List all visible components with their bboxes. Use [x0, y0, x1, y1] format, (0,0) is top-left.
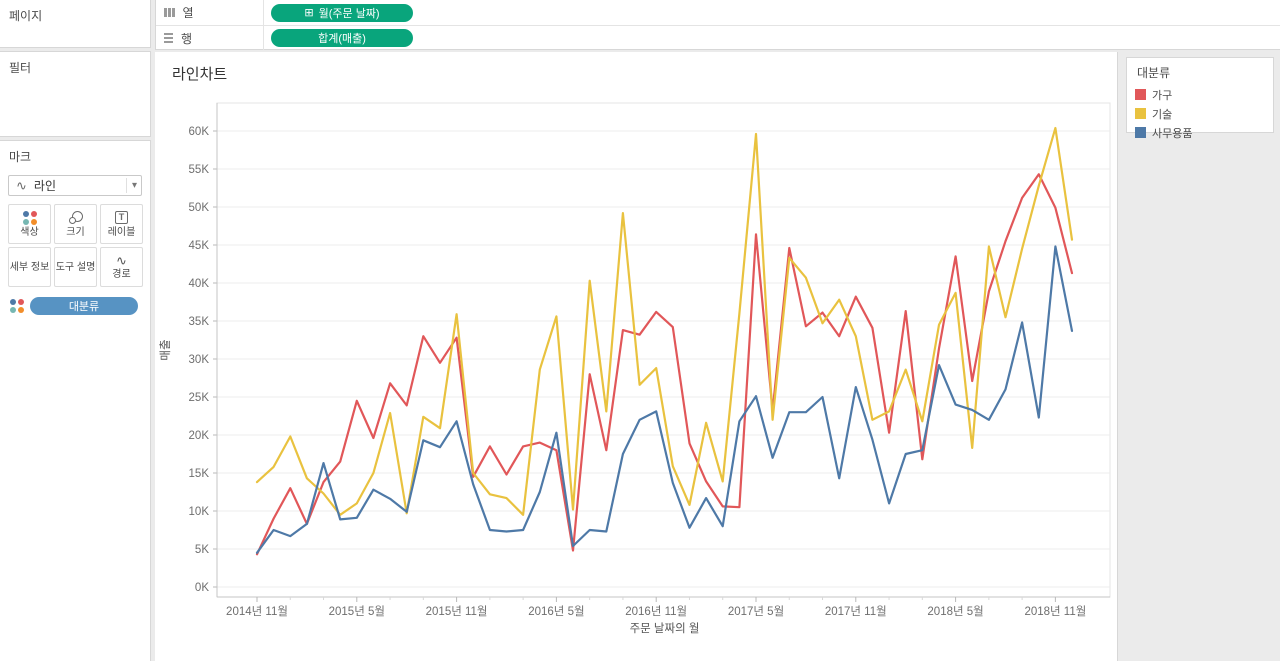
svg-text:15K: 15K	[189, 468, 210, 480]
technology-swatch	[1135, 108, 1146, 119]
color-legend: 대분류 가구 기술 사무용품	[1126, 57, 1274, 140]
filters-shelf-label: 필터	[9, 61, 32, 75]
office-supplies-swatch	[1135, 127, 1146, 138]
color-role-icon	[10, 299, 24, 313]
columns-shelf[interactable]: 열 ⊞ 월(주문 날짜)	[156, 0, 1280, 25]
worksheet-view: 라인차트 0K 5K 10K 15K 20K 25K 30K 35K 40K 45K 50K 55K 6…	[155, 52, 1118, 661]
pages-shelf-label: 페이지	[9, 9, 43, 23]
path-line-icon: ∿	[116, 252, 127, 268]
detail-button[interactable]: 세부 정보	[8, 247, 51, 287]
svg-text:5K: 5K	[195, 544, 209, 556]
columns-shelf-header: 열	[156, 0, 264, 25]
svg-text:60K: 60K	[189, 126, 210, 138]
marks-pill-row: 대분류	[10, 297, 142, 315]
svg-text:2018년 5월: 2018년 5월	[927, 605, 983, 618]
chevron-down-icon: ▾	[125, 178, 137, 193]
svg-text:25K: 25K	[189, 392, 210, 404]
svg-text:2014년 11월: 2014년 11월	[226, 605, 288, 618]
marks-card-label: 마크	[9, 150, 32, 164]
mark-type-dropdown[interactable]: ∿ 라인 ▾	[8, 175, 142, 196]
rows-pill-sum-sales[interactable]: 합계(매출)	[271, 29, 413, 47]
text-label-icon: T	[115, 210, 128, 224]
rows-shelf-header: 행	[156, 26, 264, 50]
legend-title: 대분류	[1137, 66, 1171, 80]
label-button[interactable]: T 레이블	[100, 204, 143, 244]
columns-pill-month-order-date[interactable]: ⊞ 월(주문 날짜)	[271, 3, 413, 22]
legend-item-office-supplies[interactable]: 사무용품	[1127, 123, 1273, 142]
tooltip-button[interactable]: 도구 설명	[54, 247, 97, 287]
color-dots-icon	[22, 210, 37, 225]
columns-icon	[164, 8, 175, 17]
legend-item-technology[interactable]: 기술	[1127, 104, 1273, 123]
color-button[interactable]: 색상	[8, 204, 51, 244]
shelf-area: 열 ⊞ 월(주문 날짜) 행 합계(매출)	[155, 0, 1280, 50]
svg-text:매출: 매출	[159, 339, 172, 360]
line-mark-icon: ∿	[16, 177, 27, 193]
svg-text:10K: 10K	[189, 506, 210, 518]
svg-text:40K: 40K	[189, 278, 210, 290]
mark-buttons-grid: 색상 크기 T 레이블 세부 정보 도구 설명 ∿ 경로	[8, 204, 143, 287]
svg-text:45K: 45K	[189, 240, 210, 252]
marks-card: 마크 ∿ 라인 ▾ 색상 크기 T 레이블 세부 정보 도구 설명 ∿ 경로	[0, 140, 151, 661]
chart-title: 라인차트	[172, 66, 228, 83]
rows-shelf[interactable]: 행 합계(매출)	[156, 25, 1280, 50]
pages-shelf[interactable]: 페이지	[0, 0, 151, 48]
svg-text:2016년 5월: 2016년 5월	[528, 605, 584, 618]
svg-text:주문 날짜의 월: 주문 날짜의 월	[630, 622, 700, 635]
svg-text:0K: 0K	[195, 582, 209, 594]
rows-icon	[164, 32, 173, 44]
svg-text:30K: 30K	[189, 354, 210, 366]
date-expand-icon: ⊞	[304, 7, 314, 19]
size-button[interactable]: 크기	[54, 204, 97, 244]
svg-text:20K: 20K	[189, 430, 210, 442]
svg-text:50K: 50K	[189, 202, 210, 214]
svg-text:55K: 55K	[189, 164, 210, 176]
category-pill[interactable]: 대분류	[30, 297, 138, 315]
svg-text:2015년 11월: 2015년 11월	[426, 605, 488, 618]
svg-text:2018년 11월: 2018년 11월	[1024, 605, 1086, 618]
size-circles-icon	[68, 210, 83, 224]
svg-text:2015년 5월: 2015년 5월	[329, 605, 385, 618]
filters-shelf[interactable]: 필터	[0, 51, 151, 137]
svg-text:2016년 11월: 2016년 11월	[625, 605, 687, 618]
svg-text:2017년 11월: 2017년 11월	[825, 605, 887, 618]
line-chart-plot[interactable]: 0K 5K 10K 15K 20K 25K 30K 35K 40K 45K 50K 55K 60K 201…	[155, 52, 1118, 661]
legend-item-furniture[interactable]: 가구	[1127, 85, 1273, 104]
path-button[interactable]: ∿ 경로	[100, 247, 143, 287]
mark-type-value: 라인	[33, 179, 56, 193]
svg-text:2017년 5월: 2017년 5월	[728, 605, 784, 618]
svg-text:35K: 35K	[189, 316, 210, 328]
furniture-swatch	[1135, 89, 1146, 100]
